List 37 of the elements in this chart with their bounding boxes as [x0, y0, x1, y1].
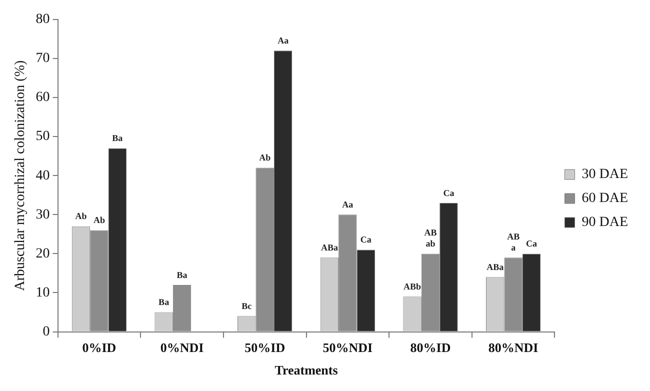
data-label: AB a: [507, 231, 520, 252]
data-label: Aa: [278, 35, 290, 46]
y-tick-label: 70: [36, 51, 50, 66]
x-tick-label: 50%NDI: [322, 340, 373, 355]
data-label: Bc: [242, 301, 252, 312]
x-tick-label: 80%NDI: [488, 340, 538, 355]
data-label: ABa: [320, 242, 338, 252]
data-label: Ab: [259, 152, 271, 163]
data-label: ABb: [404, 281, 422, 292]
y-axis-title: Arbuscular mycorrhizal colonization (%): [13, 60, 28, 291]
y-tick-label: 10: [36, 285, 50, 300]
legend-label: 30 DAE: [582, 167, 628, 182]
x-tick-label: 0%ID: [82, 340, 116, 355]
data-label: Aa: [342, 199, 354, 210]
data-label: Ca: [443, 188, 455, 198]
data-label: ABa: [486, 262, 504, 272]
y-tick-label: 20: [36, 246, 50, 262]
x-tick-label: 80%ID: [410, 340, 451, 355]
data-label: Ab: [93, 215, 105, 226]
data-label: Ba: [158, 297, 170, 308]
data-label: AB ab: [424, 228, 437, 249]
data-label: Ca: [360, 234, 372, 245]
x-tick-label: 50%ID: [244, 340, 286, 355]
y-tick-label: 80: [36, 12, 50, 28]
x-axis-title: Treatments: [274, 362, 338, 378]
data-label: Ba: [176, 270, 188, 280]
data-label: Ca: [526, 238, 538, 249]
data-label: Ba: [112, 133, 124, 144]
legend-label: 90 DAE: [582, 215, 628, 230]
y-tick-label: 40: [36, 168, 50, 184]
legend-label: 60 DAE: [582, 191, 628, 206]
y-tick-label: 30: [36, 207, 50, 222]
y-tick-label: 50: [36, 129, 50, 144]
y-tick-label: 0: [42, 324, 50, 340]
y-tick-label: 60: [36, 90, 50, 106]
x-tick-label: 0%NDI: [160, 340, 204, 355]
data-label: Ab: [75, 211, 87, 222]
